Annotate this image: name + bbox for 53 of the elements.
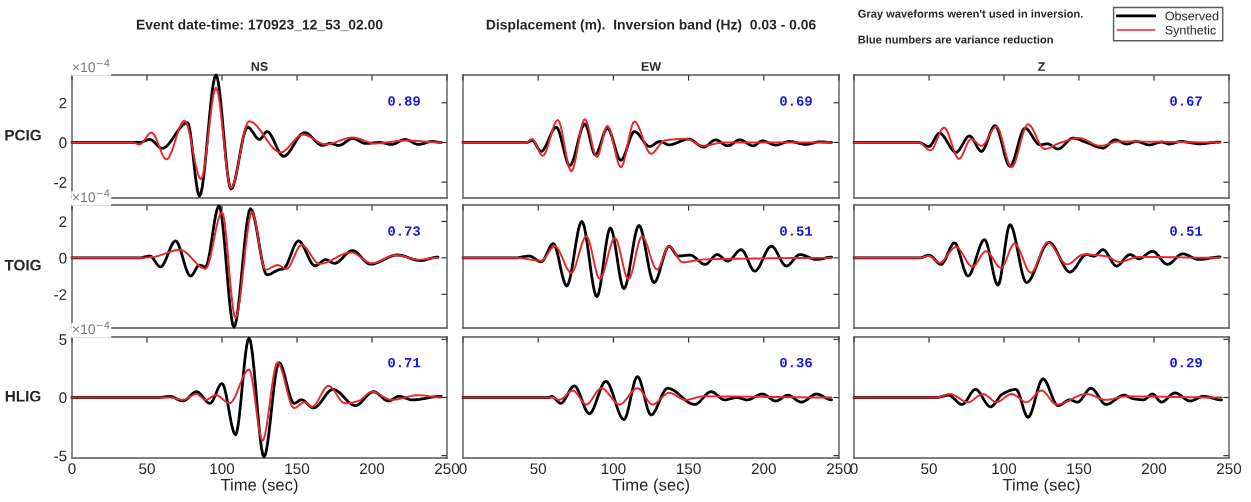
- annotation: ×10$^{−4}$: [72, 189, 110, 203]
- y-tick-label: -2: [54, 289, 67, 300]
- y-tick-label: 2: [59, 216, 67, 227]
- chart-subtitle: Event date-time: 170923_12_53_02.00: [136, 19, 383, 32]
- text: Gray waveforms weren't used in inversion.: [858, 9, 1083, 20]
- x-axis-title: Time (sec): [220, 478, 298, 495]
- annotation: 0.29: [1170, 357, 1202, 368]
- annotation: 0.71: [388, 357, 421, 368]
- x-tick-label: 200: [360, 463, 385, 475]
- y-axis-title: PCIG: [5, 129, 41, 141]
- annotation: 0.51: [780, 226, 813, 236]
- x-tick-label: 0: [68, 463, 76, 475]
- y-axis-title: TOIG: [4, 259, 41, 271]
- y-tick-label: -2: [54, 177, 67, 188]
- annotation: 0.89: [388, 96, 420, 106]
- x-tick-label: 200: [1142, 463, 1167, 475]
- chart-title: NS: [251, 62, 268, 71]
- annotation: 0.51: [1170, 226, 1203, 236]
- x-tick-label: 100: [601, 463, 626, 475]
- x-tick-label: 250: [1217, 463, 1242, 475]
- chart-title: EW: [641, 62, 662, 71]
- x-tick-label: 100: [992, 463, 1017, 475]
- x-tick-label: 50: [921, 463, 937, 475]
- text: ×10$^{−4}$: [72, 59, 110, 73]
- legend-label: Synthetic: [1165, 25, 1216, 37]
- y-tick-label: 2: [59, 97, 67, 109]
- y-tick-label: 0: [59, 137, 67, 149]
- annotation: 0.73: [388, 226, 421, 236]
- x-tick-label: 50: [530, 463, 547, 475]
- legend-label: Observed: [1165, 11, 1219, 21]
- y-tick-label: -5: [54, 450, 67, 462]
- y-tick-label: 0: [59, 392, 67, 404]
- annotation: 0.36: [780, 357, 812, 368]
- x-tick-label: 200: [751, 463, 776, 475]
- x-axis-title: Time (sec): [1002, 478, 1080, 495]
- x-axis-title: Time (sec): [612, 478, 690, 495]
- x-tick-label: 0: [459, 463, 467, 475]
- annotation: 0.69: [780, 96, 812, 106]
- y-tick-label: 5: [59, 334, 67, 346]
- x-tick-label: 150: [1067, 463, 1092, 475]
- x-tick-label: 150: [677, 463, 701, 475]
- y-axis-title: HLIG: [5, 390, 41, 402]
- annotation: ×10$^{−4}$: [72, 321, 110, 335]
- x-tick-label: 100: [210, 463, 235, 475]
- text: Blue numbers are variance reduction: [858, 35, 1053, 44]
- annotation: 0.67: [1170, 96, 1202, 106]
- x-tick-label: 250: [435, 463, 460, 475]
- chart-subtitle: Displacement (m). Inversion band (Hz) 0.03 - 0.06: [486, 19, 816, 33]
- chart-title: Z: [1038, 62, 1045, 71]
- x-tick-label: 250: [827, 463, 852, 475]
- x-tick-label: 50: [139, 463, 155, 475]
- x-tick-label: 150: [285, 463, 310, 475]
- y-tick-label: 0: [59, 252, 67, 264]
